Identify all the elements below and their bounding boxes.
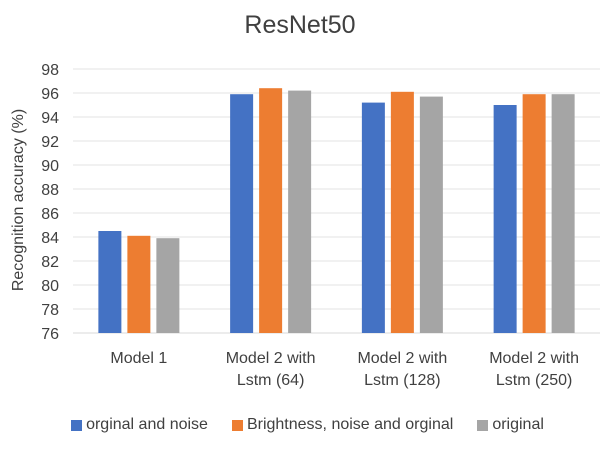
y-axis-label: Recognition accuracy (%) <box>10 109 27 291</box>
bar <box>98 231 122 333</box>
x-tick-label: Model 1 <box>110 350 167 367</box>
y-tick-label: 92 <box>41 134 59 151</box>
legend-label: Brightness, noise and orginal <box>246 416 454 433</box>
y-tick-label: 76 <box>41 326 59 343</box>
bar <box>551 94 575 333</box>
y-tick-label: 82 <box>41 254 59 271</box>
y-tick-label: 78 <box>41 302 59 319</box>
legend-item: Brightness, noise and orginal <box>231 416 454 434</box>
bar <box>361 102 385 333</box>
x-tick-label: Lstm (128) <box>364 372 440 389</box>
y-tick-label: 84 <box>41 230 59 247</box>
legend: orginal and noise Brightness, noise and o… <box>0 416 615 434</box>
bar <box>127 235 151 333</box>
y-tick-label: 86 <box>41 206 59 223</box>
x-tick-label: Model 2 with <box>226 350 316 367</box>
legend-label: orginal and noise <box>86 416 208 433</box>
chart-title: ResNet50 <box>244 11 355 39</box>
legend-label: original <box>492 416 544 433</box>
y-tick-label: 88 <box>41 182 59 199</box>
x-axis-ticks: Model 1 Model 2 with Lstm (64) Model 2 with… <box>110 350 579 389</box>
bar <box>390 91 414 333</box>
bar <box>230 94 254 333</box>
legend-swatch <box>71 419 83 431</box>
gridlines <box>73 68 600 334</box>
y-tick-label: 96 <box>41 86 59 103</box>
y-tick-label: 90 <box>41 158 59 175</box>
legend-item: orginal and noise <box>71 416 208 434</box>
bar <box>288 90 312 333</box>
legend-swatch <box>477 419 489 431</box>
bar <box>259 88 283 333</box>
bars <box>98 88 575 333</box>
legend-item: original <box>477 416 544 434</box>
bar <box>493 105 517 333</box>
y-tick-label: 98 <box>41 62 59 79</box>
y-tick-label: 94 <box>41 110 59 127</box>
x-tick-label: Lstm (64) <box>237 372 305 389</box>
y-axis-ticks: 76 78 80 82 84 86 88 90 92 94 96 98 <box>41 62 59 343</box>
bar <box>419 96 443 333</box>
y-tick-label: 80 <box>41 278 59 295</box>
x-tick-label: Model 2 with <box>357 350 447 367</box>
bar <box>156 238 180 333</box>
legend-swatch <box>231 419 243 431</box>
x-tick-label: Lstm (250) <box>496 372 572 389</box>
bar <box>522 94 546 333</box>
x-tick-label: Model 2 with <box>489 350 579 367</box>
